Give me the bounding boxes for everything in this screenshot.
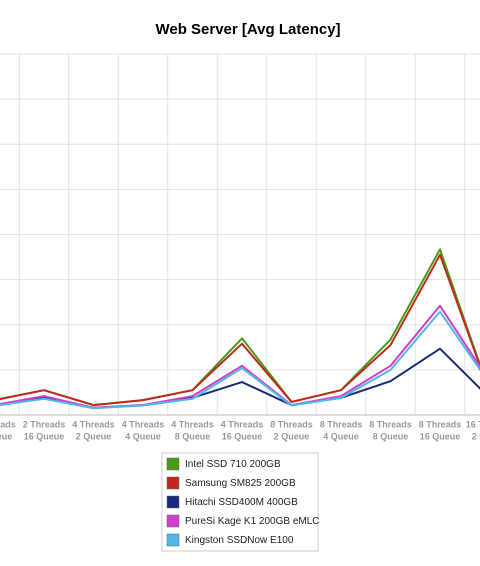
x-tick-label: 2 Threads — [23, 419, 66, 429]
x-tick-label: 8 Threads — [320, 419, 363, 429]
legend-swatch — [166, 514, 180, 528]
x-tick-label: 16 Threads — [466, 419, 480, 429]
x-tick-label: 4 Queue — [125, 431, 161, 441]
series-line — [0, 310, 480, 410]
legend-swatch — [166, 476, 180, 490]
x-tick-label: 8 Queue — [373, 431, 409, 441]
x-tick-label: 8 Threads — [369, 419, 412, 429]
x-tick-label: 4 Threads — [171, 419, 214, 429]
x-tick-label: 8 Queue — [175, 431, 211, 441]
legend-label: PureSi Kage K1 200GB eMLC — [185, 516, 320, 527]
legend-box — [161, 452, 319, 552]
legend-label: Hitachi SSD400M 400GB — [185, 497, 298, 508]
x-tick-label: 4 Threads — [72, 419, 115, 429]
x-tick-label: 8 Threads — [270, 419, 313, 429]
legend-swatch — [166, 495, 180, 509]
x-tick-label: 8 Threads — [419, 419, 462, 429]
legend-label: Samsung SM825 200GB — [185, 478, 296, 489]
legend-swatch — [166, 457, 180, 471]
series-line — [0, 304, 480, 409]
legend-label: Kingston SSDNow E100 — [185, 535, 294, 546]
chart-title: Web Server [Avg Latency] — [155, 21, 340, 38]
x-tick-label: 16 Queue — [24, 431, 65, 441]
x-tick-label: 2 Queue — [472, 431, 480, 441]
x-tick-label: 4 Threads — [221, 419, 264, 429]
x-tick-label: 16 Queue — [222, 431, 263, 441]
x-tick-label: 16 Queue — [420, 431, 461, 441]
x-tick-label: 4 Threads — [122, 419, 165, 429]
series-line — [0, 253, 480, 407]
x-tick-label: 4 Queue — [323, 431, 359, 441]
x-tick-label: 2 Queue — [76, 431, 112, 441]
legend-swatch — [166, 533, 180, 547]
x-tick-label: 2 Threads — [0, 419, 16, 429]
legend-label: Intel SSD 710 200GB — [185, 459, 281, 470]
x-tick-label: 2 Queue — [274, 431, 310, 441]
x-tick-label: 8 Queue — [0, 431, 12, 441]
